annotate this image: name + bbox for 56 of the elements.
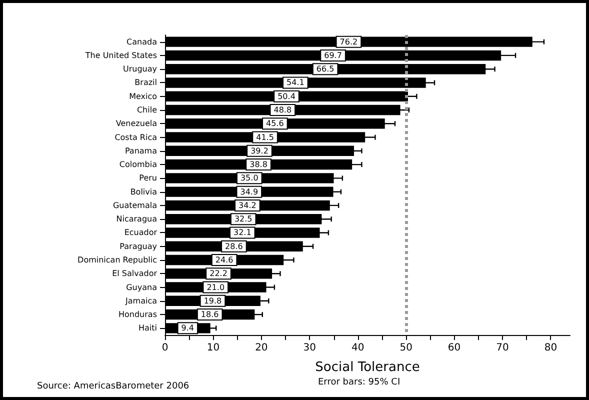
data-label: 21.0 <box>206 282 225 292</box>
x-tick-label: 10 <box>206 342 220 354</box>
data-label: 54.1 <box>286 78 304 88</box>
x-tick-label: 70 <box>496 342 509 354</box>
data-label: 32.1 <box>233 228 252 238</box>
y-tick-label: Venezuela <box>116 119 158 128</box>
y-tick-label: Panama <box>124 146 158 156</box>
y-tick-label: Bolivia <box>130 187 158 196</box>
data-label: 9.4 <box>181 324 194 333</box>
data-label: 76.2 <box>340 37 358 46</box>
source-note: Source: AmericasBarometer 2006 <box>37 382 190 392</box>
x-tick-label: 80 <box>544 342 558 354</box>
data-label: 32.5 <box>234 214 252 224</box>
data-label: 39.2 <box>250 146 268 156</box>
data-label: 24.6 <box>215 256 234 264</box>
data-label: 28.6 <box>225 242 243 251</box>
x-axis-title: Social Tolerance <box>315 360 420 375</box>
y-tick-label: Ecuador <box>124 228 158 238</box>
data-label: 41.5 <box>256 132 274 142</box>
data-label: 69.7 <box>324 50 342 60</box>
y-tick-label: Guatemala <box>112 200 158 210</box>
data-label: 45.6 <box>266 119 284 128</box>
data-label: 34.2 <box>238 200 256 210</box>
y-tick-label: The United States <box>84 50 157 60</box>
text: Error bars: 95% CI <box>318 378 400 388</box>
x-tick-label: 20 <box>255 342 268 354</box>
data-label: 66.5 <box>316 64 334 74</box>
x-tick-label: 50 <box>400 342 412 354</box>
y-tick-label: El Salvador <box>112 269 158 278</box>
y-tick-label: Mexico <box>129 92 158 101</box>
y-tick-label: Brazil <box>134 78 157 88</box>
x-tick-label: 30 <box>303 342 316 354</box>
y-tick-label: Costa Rica <box>114 132 158 142</box>
x-tick-label: 0 <box>162 342 168 354</box>
x-tick-label: 60 <box>448 342 461 354</box>
y-tick-label: Paraguay <box>120 242 158 251</box>
data-label: 48.8 <box>274 106 292 114</box>
y-tick-label: Nicaragua <box>116 214 158 224</box>
y-tick-label: Guyana <box>126 282 158 292</box>
data-label: 18.6 <box>200 310 219 320</box>
y-tick-label: Haiti <box>138 324 157 333</box>
y-tick-label: Uruguay <box>123 64 158 74</box>
y-tick-label: Jamaica <box>124 296 158 306</box>
data-label: 35.0 <box>240 174 258 183</box>
y-tick-label: Dominican Republic <box>78 256 157 264</box>
data-label: 19.8 <box>204 296 222 306</box>
y-tick-label: Chile <box>136 106 158 114</box>
y-tick-label: Peru <box>139 174 157 183</box>
x-tick-label: 40 <box>351 342 364 354</box>
y-tick-label: Canada <box>126 37 158 46</box>
data-label: 38.8 <box>250 160 268 170</box>
data-label: 22.2 <box>210 269 228 278</box>
data-label: 34.9 <box>240 187 258 196</box>
y-tick-label: Colombia <box>119 160 158 170</box>
y-tick-label: Honduras <box>118 310 157 320</box>
data-label: 50.4 <box>278 92 296 101</box>
